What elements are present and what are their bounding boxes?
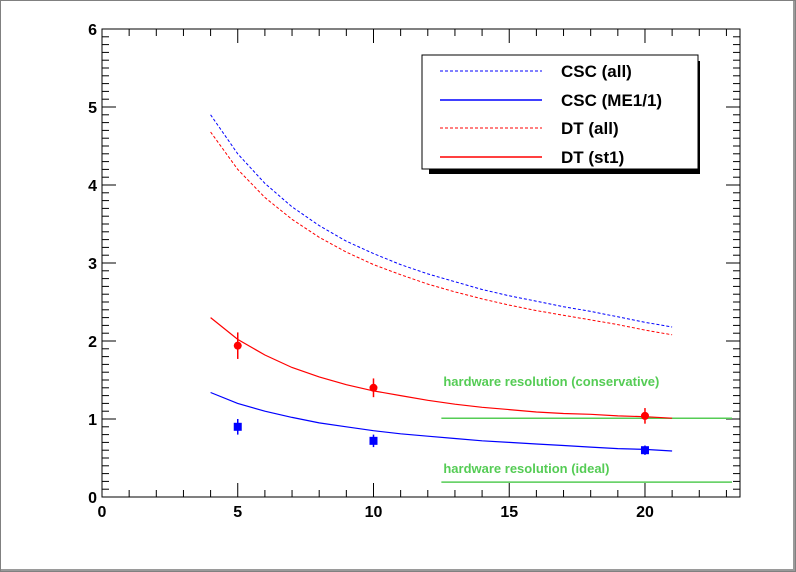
data-point [233, 422, 242, 431]
data-point [369, 383, 378, 392]
data-point [233, 341, 242, 350]
legend-label: CSC (all) [561, 62, 632, 81]
reference-line-label: hardware resolution (conservative) [443, 374, 659, 389]
data-point [369, 436, 378, 445]
y-tick-label: 4 [88, 178, 97, 195]
series-line [210, 131, 673, 336]
y-tick-label: 3 [88, 256, 97, 273]
series-line [210, 317, 673, 419]
y-tick-label: 6 [88, 22, 97, 39]
series-line [210, 391, 673, 452]
data-point [640, 446, 649, 455]
x-tick-label: 20 [636, 504, 654, 521]
data-point [640, 411, 649, 420]
legend-box [421, 54, 699, 170]
y-tick-label: 0 [88, 490, 97, 507]
x-tick-label: 0 [98, 504, 107, 521]
y-tick-label: 5 [88, 100, 97, 117]
x-tick-label: 5 [233, 504, 242, 521]
x-tick-label: 15 [500, 504, 518, 521]
legend-label: DT (st1) [561, 148, 624, 167]
reference-line-label: hardware resolution (ideal) [443, 461, 609, 476]
x-tick-label: 10 [365, 504, 383, 521]
y-tick-label: 2 [88, 334, 97, 351]
series-line [210, 114, 673, 328]
legend-label: DT (all) [561, 119, 619, 138]
legend-label: CSC (ME1/1) [561, 91, 662, 110]
y-tick-label: 1 [88, 412, 97, 429]
